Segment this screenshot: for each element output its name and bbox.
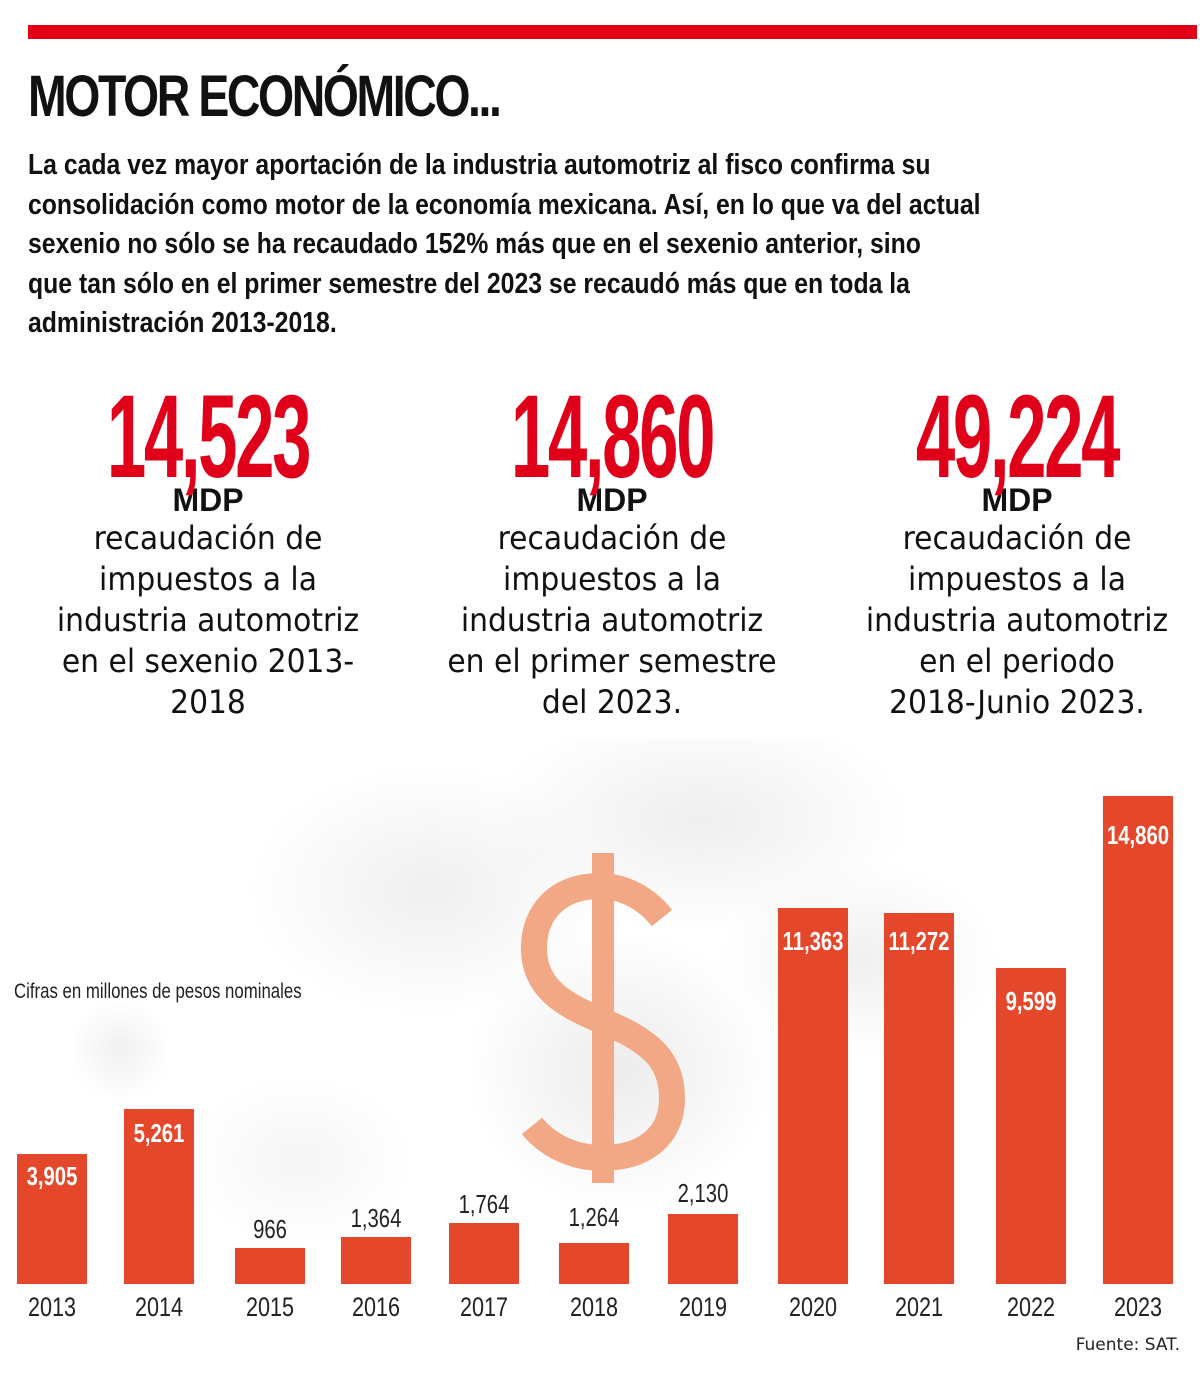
x-axis-label: 2014: [134, 1292, 184, 1322]
bar-2013: [17, 1154, 87, 1284]
page-title: MOTOR ECONÓMICO...: [28, 64, 502, 129]
stat-sexenio-2013-2018: 14,523 MDP recaudación de impuestos a la…: [8, 378, 408, 723]
stat-periodo-2018-2023: 49,224 MDP recaudación de impuestos a la…: [817, 378, 1200, 723]
intro-paragraph: La cada vez mayor aportación de la indus…: [28, 146, 1157, 344]
bar-value: 1,364: [350, 1203, 402, 1233]
stat-description: recaudación de impuestos a la industria …: [831, 518, 1200, 723]
bar-2014: [124, 1109, 194, 1284]
x-axis-label: 2015: [245, 1292, 295, 1322]
bar-2016: [341, 1237, 411, 1284]
x-axis-label: 2022: [1006, 1292, 1056, 1322]
intro-line: que tan sólo en el primer semestre del 2…: [28, 267, 910, 300]
bar-2022: [996, 968, 1066, 1284]
bar-2017: [449, 1223, 519, 1284]
bar-value: 11,363: [782, 926, 844, 956]
desc-line: en el sexenio 2013-: [61, 642, 355, 680]
x-axis-label: 2023: [1113, 1292, 1163, 1322]
stat-unit: MDP: [981, 482, 1053, 518]
desc-line: recaudación de: [497, 519, 727, 557]
intro-line: administración 2013-2018.: [28, 307, 337, 339]
desc-line: 2018-Junio 2023.: [889, 683, 1145, 721]
intro-line: La cada vez mayor aportación de la indus…: [28, 149, 931, 181]
top-red-rule: [28, 25, 1197, 39]
bar-2019: [668, 1214, 738, 1284]
desc-line: industria automotriz: [56, 601, 360, 639]
stat-value: 14,523: [106, 371, 312, 503]
bar-value: 14,860: [1106, 820, 1170, 850]
x-axis-label: 2017: [459, 1292, 509, 1322]
source-note: Fuente: SAT.: [1075, 1335, 1180, 1355]
chart-note: Cifras en millones de pesos nominales: [14, 980, 302, 1003]
intro-line: sexenio no sólo se ha recaudado 152% más…: [28, 228, 921, 260]
desc-line: recaudación de: [902, 519, 1132, 557]
desc-line: industria automotriz: [865, 601, 1169, 639]
dollar-sign-icon: [520, 853, 686, 1183]
desc-line: industria automotriz: [460, 601, 764, 639]
stat-description: recaudación de impuestos a la industria …: [426, 518, 798, 723]
x-axis-label: 2020: [788, 1292, 838, 1322]
desc-line: en el periodo: [919, 642, 1115, 680]
bar-2021: [884, 913, 954, 1284]
bar-value: 9,599: [1005, 986, 1057, 1016]
desc-line: del 2023.: [541, 683, 683, 721]
stat-primer-semestre-2023: 14,860 MDP recaudación de impuestos a la…: [412, 378, 812, 723]
bar-value: 966: [253, 1214, 287, 1244]
bar-value: 1,264: [568, 1202, 620, 1232]
bar-value: 11,272: [888, 926, 950, 956]
bar-chart: Cifras en millones de pesos nominales 3,…: [0, 740, 1200, 1379]
stat-description: recaudación de impuestos a la industria …: [22, 518, 394, 723]
x-axis-label: 2016: [351, 1292, 401, 1322]
stat-unit: MDP: [576, 482, 648, 518]
desc-line: impuestos a la: [503, 560, 721, 598]
desc-line: 2018: [170, 683, 246, 721]
bar-2023: [1103, 796, 1173, 1284]
x-axis-label: 2019: [678, 1292, 728, 1322]
bar-value: 3,905: [26, 1161, 78, 1191]
stat-value: 14,860: [510, 371, 716, 503]
desc-line: en el primer semestre: [447, 642, 777, 680]
x-axis-label: 2018: [569, 1292, 619, 1322]
stat-value: 49,224: [915, 371, 1121, 503]
bar-2020: [778, 908, 848, 1284]
bar-value: 1,764: [458, 1189, 510, 1219]
stat-unit: MDP: [172, 482, 244, 518]
bar-2018: [559, 1243, 629, 1284]
intro-line: consolidación como motor de la economía …: [28, 188, 981, 221]
bar-value: 5,261: [133, 1118, 185, 1148]
x-axis-label: 2021: [894, 1292, 944, 1322]
desc-line: impuestos a la: [99, 560, 317, 598]
bar-value: 2,130: [677, 1178, 729, 1208]
x-axis-label: 2013: [27, 1292, 77, 1322]
bar-2015: [235, 1248, 305, 1284]
desc-line: impuestos a la: [908, 560, 1126, 598]
desc-line: recaudación de: [93, 519, 323, 557]
